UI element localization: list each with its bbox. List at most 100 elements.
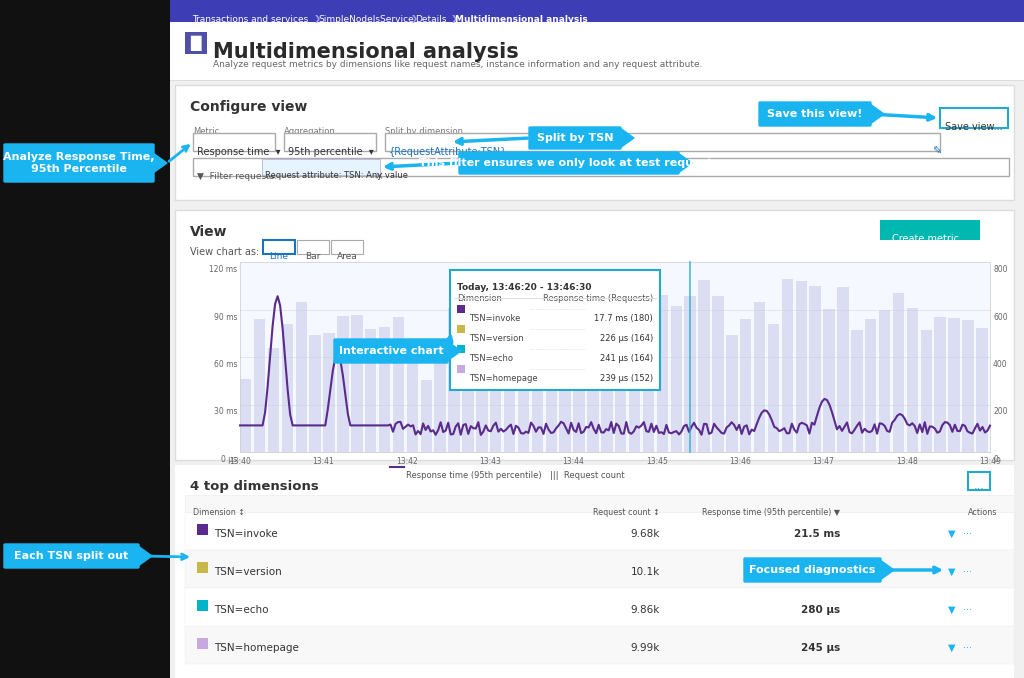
Text: Details: Details <box>415 15 446 24</box>
Text: TSN=invoke: TSN=invoke <box>214 529 278 539</box>
Text: Split by TSN: Split by TSN <box>537 133 613 143</box>
Bar <box>254 319 265 452</box>
Bar <box>880 220 980 240</box>
Text: Response time (Requests): Response time (Requests) <box>543 294 653 303</box>
Text: 13:42: 13:42 <box>396 457 418 466</box>
Bar <box>629 338 640 452</box>
Bar <box>940 108 1008 128</box>
Text: Response time (95th percentile): Response time (95th percentile) <box>406 471 542 480</box>
Bar <box>351 315 362 452</box>
Bar <box>197 562 208 573</box>
Text: Analyze Response Time,
95th Percentile: Analyze Response Time, 95th Percentile <box>3 152 155 174</box>
Bar <box>893 293 904 452</box>
Text: TSN=echo: TSN=echo <box>469 354 513 363</box>
Text: View: View <box>190 225 227 239</box>
Bar <box>740 319 752 452</box>
Text: Focused diagnostics: Focused diagnostics <box>750 565 876 575</box>
Text: Create metric...: Create metric... <box>892 234 968 244</box>
Bar <box>197 638 208 649</box>
Text: ···: ··· <box>963 567 972 577</box>
Bar <box>754 302 765 452</box>
Text: Interactive chart: Interactive chart <box>339 346 443 356</box>
Text: Transactions and services: Transactions and services <box>193 15 308 24</box>
Bar <box>185 32 207 54</box>
Text: ×: × <box>375 171 384 181</box>
Bar <box>185 550 1014 588</box>
Text: TSN=echo: TSN=echo <box>214 605 268 615</box>
Text: ▼: ▼ <box>948 643 955 653</box>
Text: Each TSN split out: Each TSN split out <box>14 551 129 561</box>
Bar <box>379 327 390 452</box>
Polygon shape <box>678 153 692 173</box>
Text: ❯: ❯ <box>412 14 418 23</box>
Text: TSN=homepage: TSN=homepage <box>214 643 299 653</box>
Text: TSN=homepage: TSN=homepage <box>469 374 538 383</box>
Text: Bar: Bar <box>305 252 321 261</box>
Text: This filter ensures we only look at test requests: This filter ensures we only look at test… <box>419 158 719 168</box>
Bar <box>865 319 877 452</box>
Text: 13:43: 13:43 <box>479 457 501 466</box>
Text: 17.7 ms (180): 17.7 ms (180) <box>594 314 653 323</box>
Bar <box>796 281 807 452</box>
Bar <box>968 472 990 490</box>
Bar <box>615 313 627 452</box>
Bar <box>698 280 710 452</box>
Text: ▼  Filter requests:: ▼ Filter requests: <box>197 172 278 181</box>
Bar <box>546 366 557 452</box>
Text: 13:46: 13:46 <box>729 457 751 466</box>
Text: ❯: ❯ <box>314 14 321 23</box>
Text: 600: 600 <box>993 313 1008 321</box>
Bar <box>559 338 570 452</box>
Bar <box>337 316 348 452</box>
Bar <box>851 330 862 452</box>
Text: 226 μs (164): 226 μs (164) <box>600 334 653 343</box>
Bar <box>921 330 932 452</box>
Bar <box>531 304 543 452</box>
Bar <box>197 524 208 535</box>
Text: ···: ··· <box>963 605 972 615</box>
Text: 0: 0 <box>993 455 997 464</box>
Bar <box>838 287 849 452</box>
Bar <box>309 335 321 452</box>
Bar <box>185 588 1014 626</box>
Bar <box>963 320 974 452</box>
Bar <box>518 334 529 452</box>
Text: 4 top dimensions: 4 top dimensions <box>190 480 318 493</box>
Text: |||  Request count: ||| Request count <box>550 471 625 480</box>
Text: 245 μs: 245 μs <box>801 643 840 653</box>
Text: Response time (95th percentile) ▼: Response time (95th percentile) ▼ <box>702 508 840 517</box>
Text: Actions: Actions <box>968 508 997 517</box>
FancyBboxPatch shape <box>4 544 139 568</box>
Bar <box>331 240 362 254</box>
Polygon shape <box>880 560 894 580</box>
Text: ···: ··· <box>963 643 972 653</box>
Bar <box>421 380 432 452</box>
Bar <box>713 296 724 452</box>
Text: 120 ms: 120 ms <box>209 265 237 274</box>
Text: 200: 200 <box>993 407 1008 416</box>
Bar <box>175 465 1014 678</box>
Text: Dimension ↕: Dimension ↕ <box>193 508 245 517</box>
Text: ···: ··· <box>974 484 984 494</box>
Bar <box>656 295 668 452</box>
Text: Response time  ▾: Response time ▾ <box>197 147 281 157</box>
Text: 13:44: 13:44 <box>562 457 585 466</box>
Bar <box>240 262 990 452</box>
Bar <box>282 323 293 452</box>
Text: ❯: ❯ <box>451 14 458 23</box>
Text: TSN=version: TSN=version <box>214 567 282 577</box>
Bar <box>684 296 696 452</box>
Text: Area: Area <box>337 252 357 261</box>
Bar <box>906 308 919 452</box>
FancyBboxPatch shape <box>759 102 871 126</box>
Text: 13:48: 13:48 <box>896 457 918 466</box>
Bar <box>601 341 612 452</box>
Text: Metric: Metric <box>193 127 219 136</box>
Bar <box>185 512 1014 550</box>
Text: 30 ms: 30 ms <box>213 407 237 416</box>
Bar <box>504 383 515 452</box>
Bar <box>476 347 487 452</box>
Text: Multidimensional analysis: Multidimensional analysis <box>213 42 519 62</box>
Bar <box>185 495 1014 512</box>
Text: 90 ms: 90 ms <box>213 313 237 321</box>
